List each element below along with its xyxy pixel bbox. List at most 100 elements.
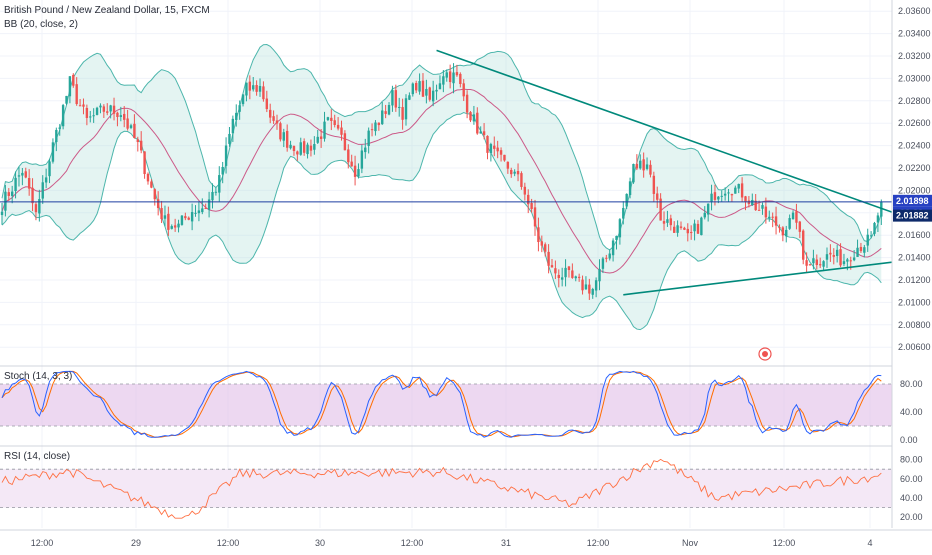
candle-body: [241, 94, 245, 105]
candle-body: [285, 130, 289, 148]
candle-body: [367, 130, 370, 146]
time-tick-label: 12:00: [401, 538, 424, 548]
candle-body: [849, 260, 852, 262]
stoch-tick-label: 0.00: [900, 435, 918, 445]
candle-body: [482, 131, 486, 135]
candle-body: [85, 107, 89, 119]
price-axis[interactable]: 2.03600 2.03400 2.03200 2.03000 2.02800 2.026…: [891, 0, 932, 550]
candle-body: [364, 147, 367, 153]
candle-body: [686, 228, 689, 234]
candle-body: [350, 161, 353, 167]
candle-body: [316, 136, 319, 143]
candle-body: [608, 253, 611, 259]
candle-body: [717, 196, 720, 200]
candle-body: [656, 193, 659, 200]
price-tick-label: 2.03200: [898, 51, 931, 61]
time-tick-label: Nov: [682, 538, 699, 548]
candle-body: [703, 212, 706, 218]
candle-body: [842, 261, 846, 265]
price-tick-label: 2.02000: [898, 185, 931, 195]
candle-body: [218, 175, 221, 193]
candle-body: [723, 193, 727, 196]
candle-body: [313, 144, 316, 150]
candle-body: [472, 114, 476, 122]
time-tick-label: 12:00: [31, 538, 54, 548]
candle-body: [584, 284, 588, 290]
candle-body: [319, 136, 323, 139]
candle-body: [163, 215, 167, 219]
stoch-band: [0, 384, 892, 426]
time-tick-label: 4: [867, 538, 872, 548]
candle-body: [778, 227, 781, 229]
candle-body: [109, 105, 112, 112]
candle-body: [808, 264, 812, 266]
candle-body: [713, 192, 717, 200]
candlestick-series: [0, 63, 883, 300]
candle-body: [150, 181, 153, 188]
candle-body: [523, 186, 527, 195]
candle-body: [462, 83, 465, 97]
candle-body: [554, 268, 557, 274]
bb-lower-band: [1, 111, 882, 331]
candle-body: [384, 111, 387, 114]
candle-body: [65, 95, 68, 104]
candle-body: [577, 276, 581, 278]
candle-body: [24, 171, 27, 178]
candle-body: [353, 165, 357, 177]
candle-body: [706, 203, 710, 215]
candle-body: [506, 161, 510, 169]
candle-body: [476, 112, 479, 134]
candle-body: [598, 269, 601, 282]
stoch-tick-label: 40.00: [900, 407, 923, 417]
candle-body: [211, 191, 214, 201]
stoch-k-line: [1, 370, 882, 438]
candle-body: [398, 106, 401, 108]
last-price-tag[interactable]: [893, 194, 932, 207]
candle-body: [764, 206, 768, 218]
candle-body: [710, 193, 713, 203]
candle-body: [537, 227, 540, 243]
candle-body: [180, 215, 184, 225]
candle-body: [248, 81, 252, 91]
rsi-legend[interactable]: RSI (14, close): [4, 451, 71, 462]
candle-body: [184, 216, 187, 219]
candle-body: [197, 210, 201, 214]
candle-body: [720, 195, 723, 197]
candle-body: [649, 164, 652, 175]
bb-upper-band: [1, 43, 882, 251]
stoch-legend[interactable]: Stoch (14, 3, 3): [4, 371, 73, 382]
candle-body: [479, 131, 482, 134]
time-tick-label: 29: [131, 538, 141, 548]
candle-body: [51, 142, 55, 162]
candle-body: [798, 221, 802, 232]
chart-title[interactable]: British Pound / New Zealand Dollar, 15, …: [4, 5, 210, 16]
candle-body: [757, 209, 761, 211]
candle-body: [812, 258, 815, 264]
candle-body: [302, 141, 306, 153]
candle-body: [496, 147, 499, 152]
time-axis[interactable]: 12:00 29 12:00 30 12:00 31 12:00 Nov 12:00 4: [0, 529, 932, 548]
candle-body: [177, 223, 180, 228]
candle-body: [567, 266, 571, 271]
candle-body: [727, 192, 730, 194]
stoch-d-line: [1, 370, 882, 438]
candle-body: [618, 219, 622, 238]
candle-body: [503, 154, 506, 161]
trendline-lower[interactable]: [623, 249, 932, 296]
candle-body: [679, 226, 683, 228]
event-marker-dot: [762, 351, 768, 357]
bb-legend[interactable]: BB (20, close, 2): [4, 19, 78, 30]
candle-body: [136, 139, 139, 143]
candle-body: [245, 82, 248, 96]
candle-body: [7, 192, 10, 196]
rsi-line: [1, 458, 882, 519]
stochastic-pane: [0, 365, 932, 438]
candle-body: [540, 241, 544, 246]
time-tick-label: 31: [501, 538, 511, 548]
candle-body: [448, 71, 452, 83]
candle-body: [761, 205, 764, 209]
candle-body: [194, 212, 197, 214]
candle-body: [333, 120, 336, 125]
